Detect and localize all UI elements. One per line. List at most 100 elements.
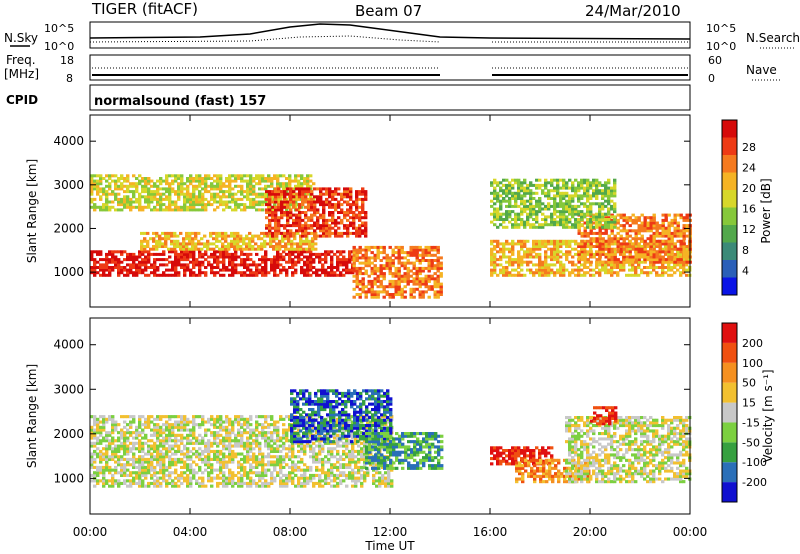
heatmap-cell [301, 192, 305, 196]
heatmap-cell [147, 273, 151, 277]
heatmap-cell [295, 218, 299, 222]
heatmap-cell [559, 191, 563, 195]
heatmap-cell [541, 271, 545, 275]
heatmap-cell [153, 192, 157, 196]
heatmap-cell [283, 231, 287, 235]
heatmap-cell [571, 247, 575, 251]
heatmap-cell [685, 260, 689, 264]
heatmap-cell [673, 231, 677, 235]
heatmap-cell [514, 212, 518, 216]
heatmap-cell [538, 258, 542, 262]
heatmap-cell [156, 476, 160, 480]
heatmap-cell [287, 237, 291, 241]
heatmap-cell [123, 457, 127, 461]
heatmap-cell [249, 190, 253, 194]
heatmap-cell [189, 273, 193, 277]
heatmap-cell [331, 192, 335, 196]
heatmap-cell [249, 263, 253, 267]
heatmap-cell [580, 197, 584, 200]
heatmap-cell [204, 273, 208, 277]
heatmap-cell [213, 250, 217, 254]
heatmap-cell [523, 252, 527, 256]
heatmap-cell [240, 197, 244, 201]
heatmap-cell [267, 179, 271, 183]
heatmap-cell [144, 476, 148, 480]
heatmap-cell [216, 250, 220, 254]
heatmap-cell [99, 195, 103, 199]
heatmap-cell [508, 204, 512, 208]
heatmap-cell [132, 263, 136, 267]
heatmap-cell [225, 203, 229, 207]
heatmap-cell [517, 255, 521, 259]
heatmap-cell [207, 260, 211, 264]
heatmap-cell [153, 431, 157, 435]
heatmap-cell [252, 205, 256, 209]
heatmap-cell [171, 203, 175, 207]
heatmap-cell [502, 197, 506, 200]
cpid-label: CPID [6, 93, 38, 107]
heatmap-cell [589, 223, 593, 227]
heatmap-cell [646, 226, 650, 230]
heatmap-cell [598, 252, 602, 256]
heatmap-cell [349, 203, 353, 207]
heatmap-cell [219, 420, 223, 424]
heatmap-cell [607, 178, 611, 182]
heatmap-cell [186, 205, 190, 209]
heatmap-cell [177, 479, 181, 483]
heatmap-cell [312, 252, 316, 256]
heatmap-cell [336, 255, 340, 259]
heatmap-cell [298, 203, 302, 207]
heatmap-cell [102, 481, 106, 485]
heatmap-cell [652, 258, 656, 262]
heatmap-cell [318, 258, 322, 262]
heatmap-cell [291, 263, 295, 267]
heatmap-cell [90, 455, 94, 459]
heatmap-cell [306, 260, 310, 264]
heatmap-cell [263, 231, 267, 235]
heatmap-cell [292, 218, 296, 222]
heatmap-cell [529, 199, 533, 203]
heatmap-cell [493, 207, 497, 211]
heatmap-cell [225, 463, 229, 467]
heatmap-cell [610, 260, 614, 264]
heatmap-cell [415, 269, 419, 273]
heatmap-cell [281, 245, 285, 248]
heatmap-cell [595, 220, 599, 224]
heatmap-cell [183, 182, 187, 186]
heatmap-cell [667, 221, 671, 225]
heatmap-cell [216, 415, 220, 419]
heatmap-cell [499, 218, 503, 221]
heatmap-cell [303, 179, 307, 183]
heatmap-cell [192, 460, 196, 464]
heatmap-cell [562, 191, 566, 195]
heatmap-cell [277, 216, 281, 220]
heatmap-cell [655, 234, 659, 238]
heatmap-cell [282, 184, 286, 188]
heatmap-cell [219, 190, 223, 194]
heatmap-cell [394, 272, 398, 276]
heatmap-cell [571, 215, 575, 219]
heatmap-cell [505, 212, 509, 216]
heatmap-cell [358, 293, 362, 296]
heatmap-cell [174, 252, 178, 256]
heatmap-cell [126, 177, 130, 180]
heatmap-cell [490, 181, 494, 185]
heatmap-cell [553, 239, 557, 243]
heatmap-cell [346, 234, 350, 238]
heatmap-cell [517, 252, 521, 256]
heatmap-cell [198, 415, 202, 419]
heatmap-cell [239, 239, 243, 243]
heatmap-cell [541, 189, 545, 193]
heatmap-cell [433, 293, 437, 296]
heatmap-cell [523, 250, 527, 254]
heatmap-cell [278, 247, 282, 251]
heatmap-cell [433, 272, 437, 276]
heatmap-cell [274, 229, 278, 233]
heatmap-cell [141, 263, 145, 267]
heatmap-cell [571, 204, 575, 208]
heatmap-cell [218, 234, 222, 238]
heatmap-cell [93, 420, 97, 424]
heatmap-cell [682, 245, 686, 248]
heatmap-cell [126, 174, 130, 178]
heatmap-cell [162, 271, 166, 275]
